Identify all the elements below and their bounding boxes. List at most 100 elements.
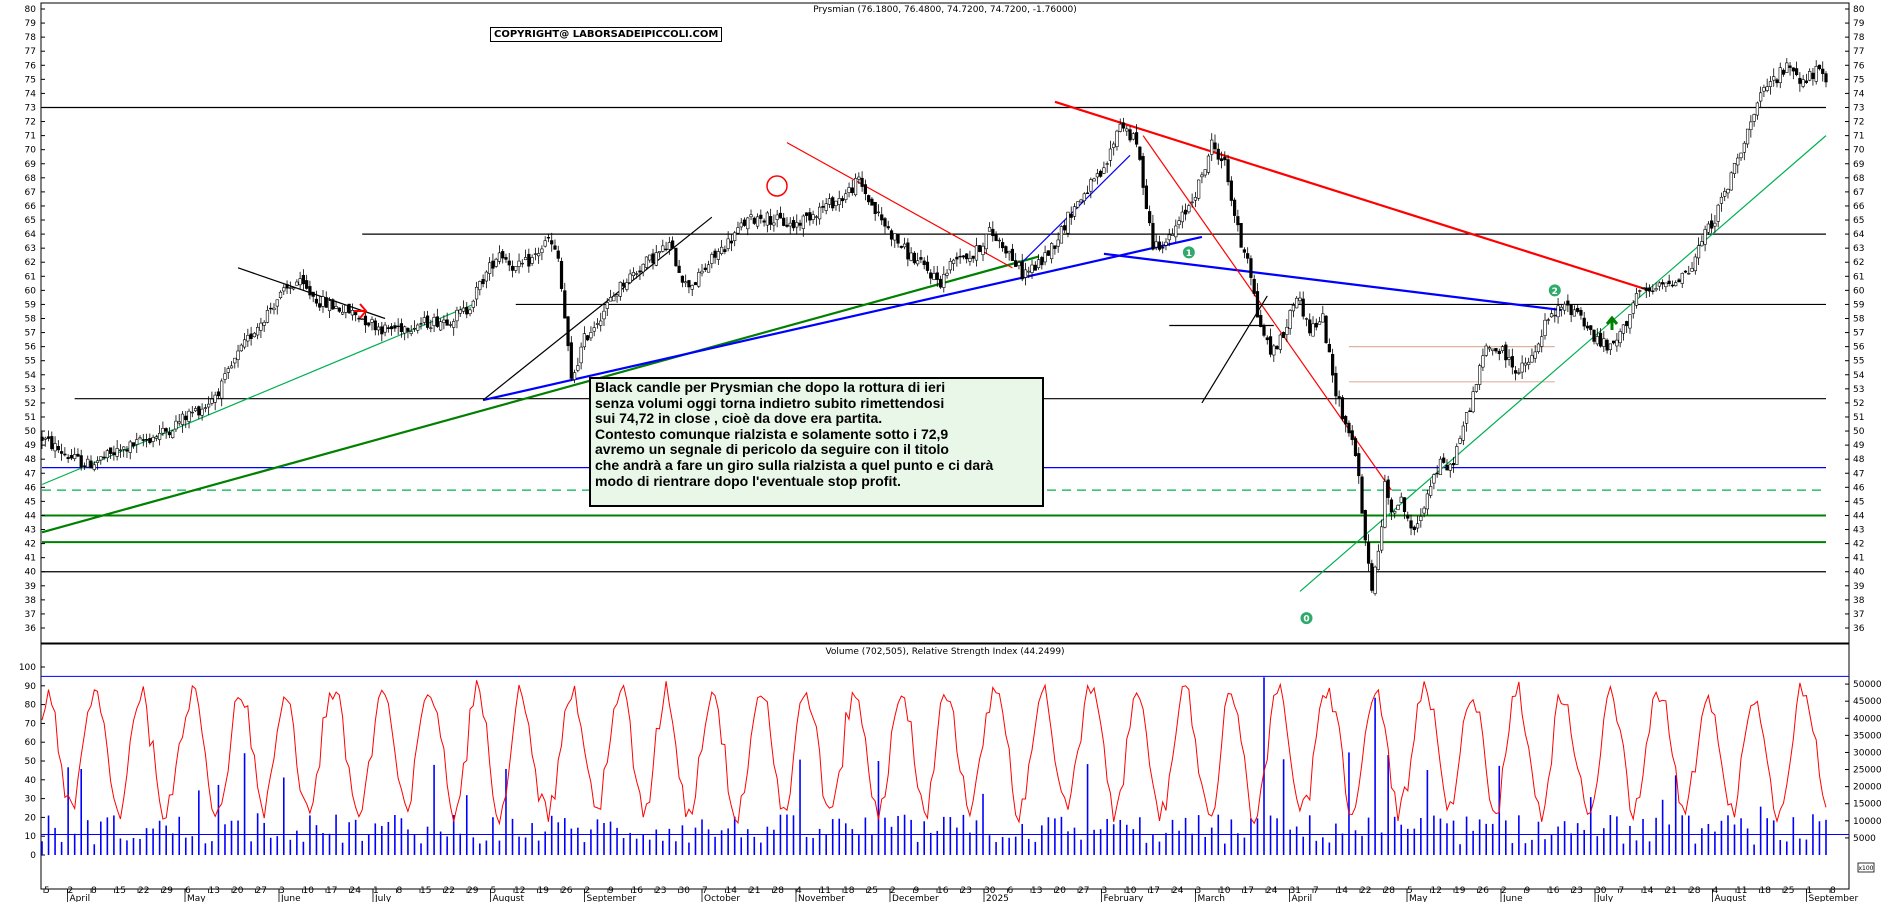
candle-body bbox=[357, 317, 361, 320]
candle-body bbox=[746, 217, 750, 230]
candle-body bbox=[1350, 430, 1354, 440]
candle-body bbox=[344, 305, 348, 313]
y-tick-label-right: 66 bbox=[1853, 202, 1865, 212]
candle-body bbox=[592, 327, 596, 332]
candle-body bbox=[1063, 225, 1067, 231]
x-day-label: 13 bbox=[1031, 886, 1042, 896]
candle-body bbox=[1275, 346, 1279, 350]
candle-body bbox=[1729, 172, 1733, 191]
candle-body bbox=[1046, 250, 1050, 256]
candle-body bbox=[811, 214, 815, 220]
candle-body bbox=[76, 453, 80, 457]
y-tick-label-left: 50 bbox=[25, 427, 37, 437]
candle-body bbox=[965, 253, 969, 260]
candle-body bbox=[1393, 511, 1397, 514]
candle-body bbox=[278, 291, 283, 298]
y-tick-label-right: 68 bbox=[1853, 174, 1865, 184]
x-day-label: 25 bbox=[867, 886, 878, 896]
volume-tick-label: 15000 bbox=[1853, 800, 1882, 810]
candle-body bbox=[1262, 325, 1266, 336]
candle-body bbox=[383, 324, 387, 333]
candle-body bbox=[680, 275, 685, 283]
x-month-label: June bbox=[1502, 894, 1523, 902]
candle-body bbox=[644, 256, 649, 268]
candle-body bbox=[1272, 345, 1276, 356]
candle-body bbox=[1693, 256, 1697, 272]
x-day-label: 30 bbox=[679, 886, 691, 896]
candle-body bbox=[1536, 343, 1541, 352]
candle-body bbox=[161, 428, 165, 434]
candle-body bbox=[1242, 249, 1247, 253]
candle-body bbox=[409, 331, 413, 334]
candle-body bbox=[1785, 62, 1789, 73]
candle-body bbox=[180, 413, 185, 425]
y-tick-label-right: 53 bbox=[1853, 385, 1864, 395]
candle-body bbox=[1285, 326, 1289, 335]
candle-body bbox=[1337, 396, 1341, 399]
candle-body bbox=[667, 242, 671, 250]
volume-tick-label: 10000 bbox=[1853, 817, 1882, 827]
candle-body bbox=[1347, 422, 1351, 434]
candle-body bbox=[608, 297, 613, 302]
candle-body bbox=[530, 257, 534, 264]
x-day-label: 10 bbox=[1125, 886, 1137, 896]
x-day-label: 20 bbox=[232, 886, 244, 896]
x-month-label: March bbox=[1198, 894, 1225, 902]
candle-body bbox=[318, 303, 322, 308]
candle-body bbox=[445, 319, 449, 326]
candle-body bbox=[507, 260, 511, 266]
y-tick-label-right: 58 bbox=[1853, 315, 1865, 325]
candle-body bbox=[697, 272, 701, 287]
volume-tick-label: 30000 bbox=[1853, 748, 1882, 758]
x-day-label: 28 bbox=[1384, 886, 1396, 896]
candle-body bbox=[1647, 287, 1652, 292]
candle-body bbox=[187, 410, 191, 422]
candle-body bbox=[1540, 336, 1544, 347]
candle-body bbox=[1036, 259, 1041, 269]
candle-body bbox=[1409, 520, 1413, 529]
candle-body bbox=[1732, 163, 1737, 174]
wave-markers: 0 1 2 bbox=[1181, 245, 1562, 626]
candle-body bbox=[1030, 264, 1034, 273]
candle-body bbox=[1484, 345, 1488, 356]
candle-body bbox=[1716, 204, 1720, 222]
candle-body bbox=[1402, 497, 1407, 512]
x-day-label: 9 bbox=[914, 886, 920, 896]
candle-body bbox=[403, 326, 407, 334]
candle-body bbox=[95, 460, 100, 463]
candle-body bbox=[1608, 343, 1612, 350]
candle-body bbox=[1252, 278, 1256, 294]
comment-line: modo di rientrare dopo l'eventuale stop … bbox=[595, 472, 901, 489]
candle-body bbox=[700, 270, 704, 274]
wave-marker bbox=[1547, 283, 1562, 298]
y-tick-label-right: 71 bbox=[1853, 132, 1864, 142]
candle-body bbox=[1295, 297, 1299, 309]
candle-body bbox=[576, 365, 580, 371]
candle-body bbox=[657, 251, 662, 254]
x-day-label: 23 bbox=[655, 886, 666, 896]
candle-body bbox=[909, 252, 913, 261]
candle-body bbox=[1680, 273, 1684, 284]
x-day-label: 21 bbox=[1666, 886, 1677, 896]
candle-body bbox=[1579, 309, 1583, 316]
candle-body bbox=[249, 333, 253, 339]
y-tick-label-right: 46 bbox=[1853, 483, 1865, 493]
rsi-tick-label: 60 bbox=[25, 738, 37, 748]
candle-body bbox=[853, 178, 858, 196]
candle-body bbox=[164, 428, 168, 432]
candle-body bbox=[360, 318, 364, 321]
candle-body bbox=[1742, 142, 1746, 153]
candle-body bbox=[886, 226, 890, 229]
candle-body bbox=[210, 398, 214, 404]
candle-body bbox=[311, 291, 315, 297]
candle-body bbox=[922, 260, 926, 266]
candle-body bbox=[200, 408, 204, 416]
candle-body bbox=[197, 406, 201, 416]
x-month-label: June bbox=[280, 894, 301, 902]
candle-body bbox=[1510, 356, 1514, 368]
candle-body bbox=[1602, 338, 1606, 347]
candle-body bbox=[706, 264, 711, 273]
candle-body bbox=[337, 307, 341, 312]
volume-tick-label: 40000 bbox=[1853, 714, 1882, 724]
candle-body bbox=[1553, 314, 1557, 317]
